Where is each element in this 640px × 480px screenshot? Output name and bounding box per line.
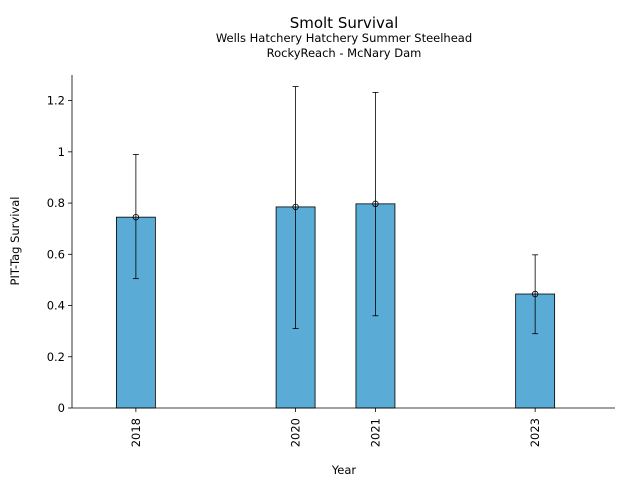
point-marker <box>531 290 539 298</box>
x-tick-label: 2023 <box>528 418 542 447</box>
x-axis-label: Year <box>331 463 357 477</box>
y-axis-label: PIT-Tag Survival <box>8 197 22 286</box>
chart-subtitle-line-2: RockyReach - McNary Dam <box>267 46 422 60</box>
x-tick-label: 2018 <box>129 418 143 447</box>
chart-subtitle-line-1: Wells Hatchery Hatchery Summer Steelhead <box>216 31 472 45</box>
plot-area: 0 0.2 0.4 0.6 0.8 1 1.2 2018 2020 2021 2023 <box>47 75 615 447</box>
x-tick-label: 2020 <box>289 418 303 447</box>
point-marker <box>372 200 379 208</box>
y-tick-label: 0 <box>58 401 65 415</box>
point-marker <box>292 203 299 211</box>
y-tick-label: 0.4 <box>47 299 65 313</box>
y-tick-label: 1.2 <box>47 94 65 108</box>
x-tick-label: 2021 <box>368 418 382 447</box>
y-tick-label: 1 <box>58 145 65 159</box>
point-marker <box>132 213 140 221</box>
y-tick-label: 0.8 <box>47 196 65 210</box>
y-tick-label: 0.2 <box>47 350 65 364</box>
y-tick-label: 0.6 <box>47 247 65 261</box>
chart-title: Smolt Survival <box>290 14 399 32</box>
